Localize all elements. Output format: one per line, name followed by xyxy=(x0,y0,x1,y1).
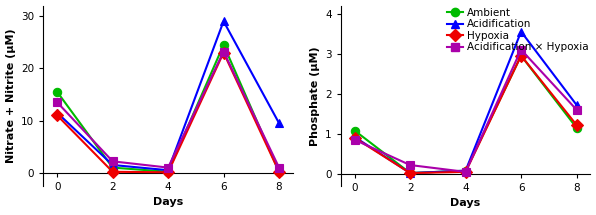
X-axis label: Days: Days xyxy=(153,197,183,207)
X-axis label: Days: Days xyxy=(451,198,481,209)
Y-axis label: Phosphate (μM): Phosphate (μM) xyxy=(309,46,319,146)
Y-axis label: Nitrate + Nitrite (μM): Nitrate + Nitrite (μM) xyxy=(5,28,15,163)
Legend: Ambient, Acidification, Hypoxia, Acidification × Hypoxia: Ambient, Acidification, Hypoxia, Acidifi… xyxy=(446,7,589,53)
